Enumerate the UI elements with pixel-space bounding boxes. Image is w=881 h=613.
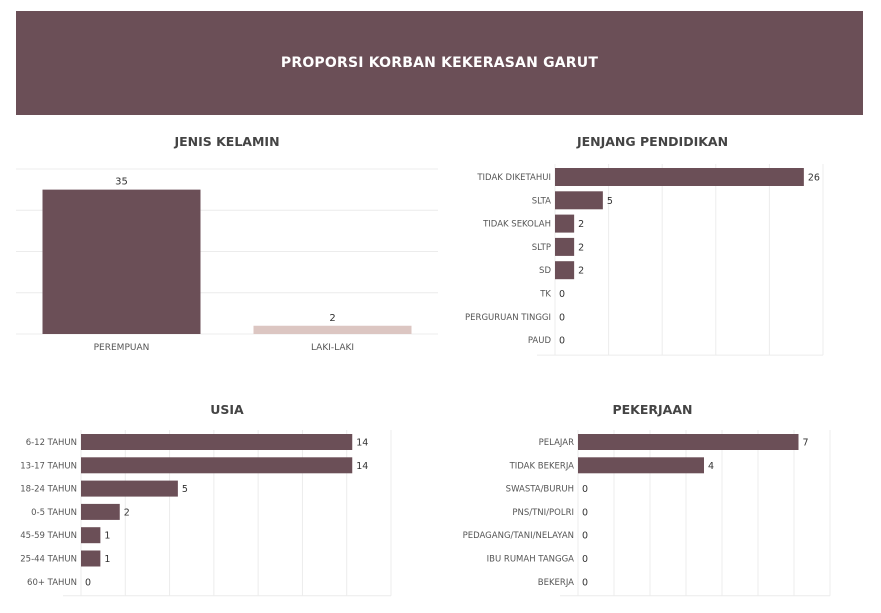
category-label: LAKI-LAKI [311,343,354,353]
bar [555,214,575,233]
data-label: 2 [329,313,335,324]
chart-title: JENJANG PENDIDIKAN [576,134,729,149]
category-label: SD [539,266,551,276]
category-label: 0-5 TAHUN [31,508,77,518]
gender-bar-chart: 35 PEREMPUAN 2 LAKI-LAKI [16,168,438,353]
category-label: TK [539,290,551,300]
data-label: 4 [708,461,714,472]
bar [81,503,120,520]
chart-title: JENIS KELAMIN [174,134,280,149]
header-banner: PROPORSI KORBAN KEKERASAN GARUT [16,11,863,115]
bar [81,550,101,567]
data-label: 35 [115,177,128,188]
bar [81,434,353,450]
data-label: 0 [582,484,588,495]
data-label: 14 [356,461,368,472]
bar [81,527,101,544]
category-label: PELAJAR [539,438,574,448]
data-label: 0 [582,554,588,565]
data-label: 0 [582,531,588,542]
bar [555,261,575,280]
data-label: 2 [578,242,584,253]
page-title: PROPORSI KORBAN KEKERASAN GARUT [280,55,599,71]
bar [253,325,412,334]
data-label: 2 [578,219,584,230]
category-label: PEDAGANG/TANI/NELAYAN [463,531,574,541]
data-label: 26 [808,173,820,184]
category-label: SLTA [532,196,551,206]
chart-title: USIA [210,402,244,417]
data-label: 1 [104,554,110,565]
education-chart-panel: JENJANG PENDIDIKAN TIDAK DIKETAHUI 26 SLTA… [440,132,865,357]
bar [555,168,804,186]
category-label: SWASTA/BURUH [506,485,574,495]
category-label: 60+ TAHUN [27,578,77,588]
data-label: 0 [582,577,588,588]
bar [81,480,178,497]
bar [578,434,799,450]
education-bar-chart: TIDAK DIKETAHUI 26 SLTA 5 TIDAK SEKOLAH 2 SLTP… [465,164,824,356]
occupation-chart-panel: PEKERJAAN PELAJAR 7 TIDAK BEKERJA 4 SWASTA/B… [440,400,865,600]
category-label: TIDAK SEKOLAH [482,220,551,230]
data-label: 5 [607,196,613,207]
category-label: 13-17 TAHUN [20,461,77,471]
category-label: PERGURUAN TINGGI [465,313,551,323]
bar [555,191,603,210]
bar [555,237,575,256]
data-label: 7 [803,438,809,449]
data-label: 0 [559,312,565,323]
data-label: 5 [182,484,188,495]
category-label: TIDAK BEKERJA [509,461,575,471]
data-label: 1 [104,531,110,542]
bar [578,457,704,474]
category-label: 18-24 TAHUN [20,485,77,495]
category-label: TIDAK DIKETAHUI [476,173,551,183]
age-bar-chart: 6-12 TAHUN 14 13-17 TAHUN 14 18-24 TAHUN 5 0-5… [20,430,392,597]
bar [81,457,353,474]
age-chart-panel: USIA 6-12 TAHUN 14 13-17 TAHUN 14 18-24 TAHU… [16,400,438,600]
bar [42,189,201,334]
category-label: BEKERJA [538,578,574,588]
data-label: 2 [124,507,130,518]
category-label: PEREMPUAN [94,343,150,353]
chart-title: PEKERJAAN [612,402,693,417]
category-label: 6-12 TAHUN [26,438,77,448]
data-label: 0 [582,507,588,518]
category-label: SLTP [532,243,551,253]
occupation-bar-chart: PELAJAR 7 TIDAK BEKERJA 4 SWASTA/BURUH 0 PNS/T… [463,430,831,597]
category-label: IBU RUMAH TANGGA [487,555,575,565]
data-label: 0 [559,336,565,347]
category-label: 45-59 TAHUN [20,531,77,541]
data-label: 14 [356,438,368,449]
category-label: PAUD [528,336,552,346]
gender-chart-panel: JENIS KELAMIN 35 PEREMPUAN 2 LAKI-LAKI [16,132,438,364]
category-label: 25-44 TAHUN [20,555,77,565]
data-label: 0 [559,289,565,300]
category-label: PNS/TNI/POLRI [512,508,574,518]
data-label: 0 [85,577,91,588]
data-label: 2 [578,266,584,277]
